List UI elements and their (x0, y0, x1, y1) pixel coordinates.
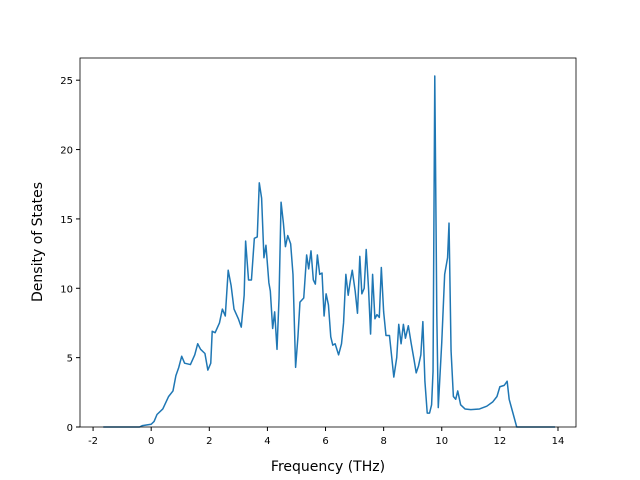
y-tick-label: 5 (67, 354, 73, 365)
line (103, 75, 556, 428)
y-tick-label: 20 (60, 146, 73, 157)
x-tick-label: -2 (88, 436, 98, 447)
y-tick-label: 10 (60, 284, 73, 295)
x-axis-label: Frequency (THz) (271, 459, 385, 475)
x-tick-label: 2 (206, 436, 212, 447)
x-tick-label: 14 (552, 436, 565, 447)
x-tick-label: 0 (148, 436, 154, 447)
x-tick-label: 8 (380, 436, 386, 447)
x-tick-label: 12 (494, 436, 507, 447)
y-tick-label: 25 (60, 76, 73, 87)
y-axis-label: Density of States (30, 182, 46, 302)
plot-frame (79, 57, 577, 428)
x-tick-label: 6 (322, 436, 328, 447)
y-tick-label: 15 (60, 215, 73, 226)
x-tick-label: 10 (435, 436, 448, 447)
x-tick-label: 4 (264, 436, 270, 447)
y-tick-label: 0 (67, 423, 73, 434)
